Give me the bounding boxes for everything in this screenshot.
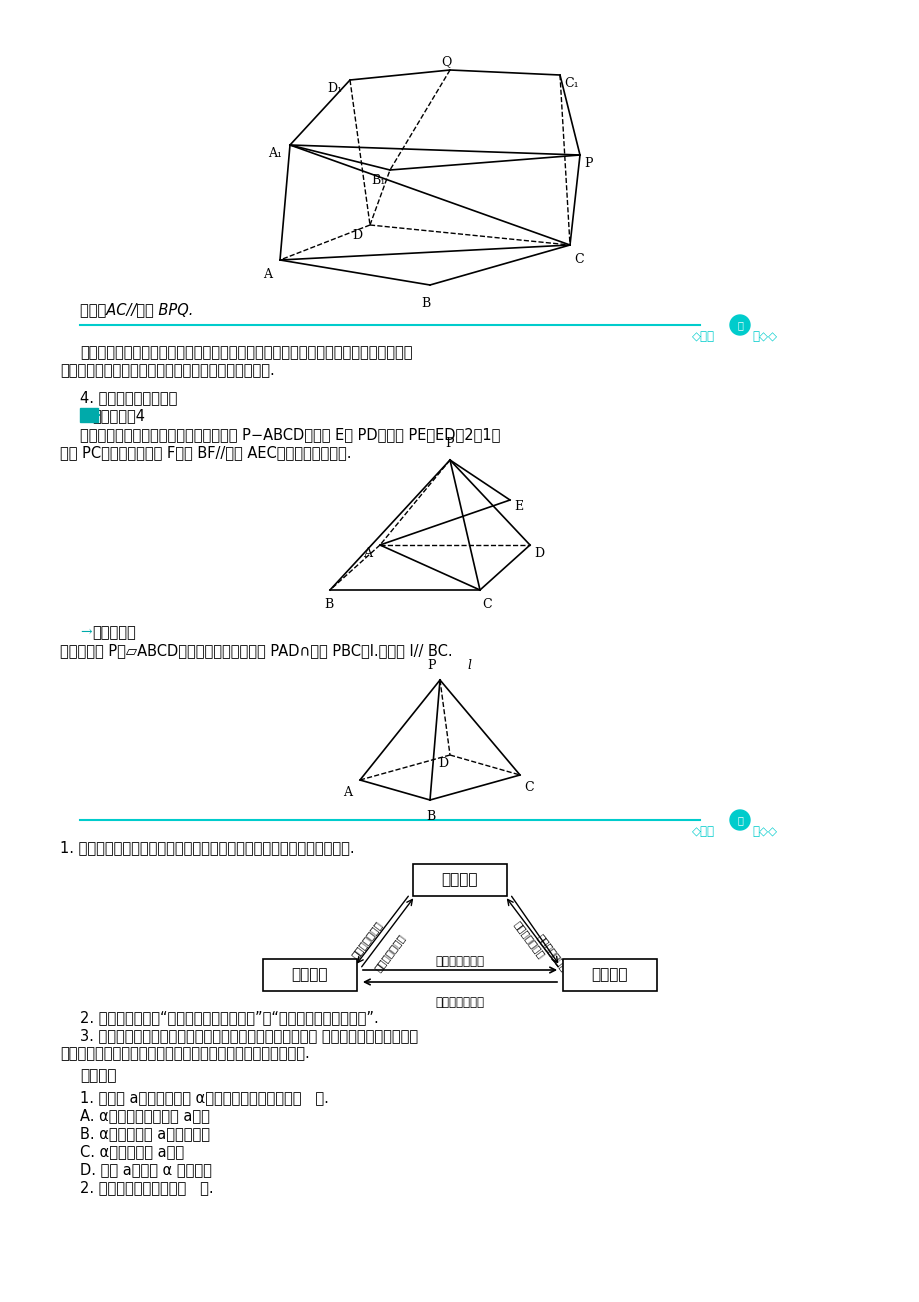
Text: 因为两个平行平面没有公共点，所以当两个平面平行时，其中一个平面内的任何一条直: 因为两个平行平面没有公共点，所以当两个平面平行时，其中一个平面内的任何一条直 [80, 345, 412, 359]
Text: 4. 平行关系的综合应用: 4. 平行关系的综合应用 [80, 391, 177, 405]
Text: 津◇◇: 津◇◇ [751, 825, 777, 838]
Text: B: B [323, 598, 333, 611]
Text: P: P [427, 659, 436, 672]
Text: ◇名师: ◇名师 [691, 329, 714, 342]
Text: ◇名师: ◇名师 [691, 825, 714, 838]
Text: 2. 下列说法中正确的是（   ）.: 2. 下列说法中正确的是（ ）. [80, 1180, 213, 1195]
Text: D: D [437, 756, 448, 769]
Text: 迁移与应用: 迁移与应用 [92, 625, 136, 641]
Text: A₁: A₁ [267, 147, 282, 160]
FancyBboxPatch shape [263, 960, 357, 991]
Text: 如图所示，在底面是平行四边形的四棱锥 P−ABCD中，点 E在 PD上，且 PE：ED＝2：1，: 如图所示，在底面是平行四边形的四棱锥 P−ABCD中，点 E在 PD上，且 PE… [80, 427, 500, 441]
Text: 面面平行的性质: 面面平行的性质 [512, 919, 547, 961]
FancyBboxPatch shape [80, 408, 98, 422]
Circle shape [729, 315, 749, 335]
Text: 求证：AC//平面 BPQ.: 求证：AC//平面 BPQ. [80, 302, 193, 316]
Text: P: P [446, 437, 454, 450]
Text: 1. 熟练掌握空间平行关系中定理的条件与结论，注意它们之间的相互转化.: 1. 熟练掌握空间平行关系中定理的条件与结论，注意它们之间的相互转化. [60, 840, 354, 855]
Text: P: P [584, 158, 592, 171]
Text: C: C [573, 253, 583, 266]
Text: D₁: D₁ [326, 82, 342, 95]
Text: E: E [514, 500, 523, 513]
Text: 线面平行: 线面平行 [291, 967, 328, 983]
Text: 如图，已知 P是▱ABCD所在平面外一点，平面 PAD∩平面 PBC＝l.求证： l// BC.: 如图，已知 P是▱ABCD所在平面外一点，平面 PAD∩平面 PBC＝l.求证：… [60, 643, 452, 658]
Text: D. 直线 a与平面 α 有公共点: D. 直线 a与平面 α 有公共点 [80, 1161, 211, 1177]
Text: B: B [425, 810, 435, 823]
Text: 面面平行的判定: 面面平行的判定 [435, 954, 484, 967]
Text: 1. 若直线 a不平行于平面 α，则下列结论成立的是（   ）.: 1. 若直线 a不平行于平面 α，则下列结论成立的是（ ）. [80, 1090, 328, 1105]
Text: 面面平行的性质: 面面平行的性质 [435, 996, 484, 1009]
Text: 2. 在论证过程中，“已知位置关系，用性质”，“论证位置关系，用判定”.: 2. 在论证过程中，“已知位置关系，用性质”，“论证位置关系，用判定”. [80, 1010, 379, 1025]
Text: 或存在，然后以此为条件进行推理，得出存在的结论或得出矛盾.: 或存在，然后以此为条件进行推理，得出存在的结论或得出矛盾. [60, 1046, 310, 1061]
Text: C₁: C₁ [563, 77, 578, 90]
Text: 导: 导 [736, 815, 743, 825]
Text: B: B [421, 297, 430, 310]
Text: 在棱 PC上是否存在一点 F，使 BF//平面 AEC？并证明你的结论.: 在棱 PC上是否存在一点 F，使 BF//平面 AEC？并证明你的结论. [60, 445, 351, 460]
FancyBboxPatch shape [413, 865, 506, 896]
Text: D: D [351, 229, 361, 242]
Text: Q: Q [440, 55, 450, 68]
Text: →: → [80, 625, 92, 639]
Text: A: A [363, 547, 371, 560]
Text: C: C [482, 598, 491, 611]
Text: B₁: B₁ [371, 174, 386, 187]
Text: D: D [533, 547, 543, 560]
Circle shape [729, 810, 749, 829]
Text: C. α内直线均与 a相交: C. α内直线均与 a相交 [80, 1144, 184, 1159]
FancyBboxPatch shape [562, 960, 656, 991]
Text: 线面平行的判定: 线面平行的判定 [349, 919, 384, 961]
Text: 导: 导 [736, 320, 743, 329]
Text: A: A [343, 786, 352, 799]
Text: B. α内不存在与 a平行的直线: B. α内不存在与 a平行的直线 [80, 1126, 210, 1141]
Text: 3. 本例题是探索型问题，解决这类探索型问题的基本思路是 先假设所研究的对象成立: 3. 本例题是探索型问题，解决这类探索型问题的基本思路是 先假设所研究的对象成立 [80, 1029, 417, 1043]
Text: 面面平行的判定: 面面平行的判定 [535, 932, 570, 974]
Text: A. α内的所有直线均与 a异面: A. α内的所有直线均与 a异面 [80, 1108, 210, 1124]
Text: 津◇◇: 津◇◇ [751, 329, 777, 342]
Text: 活动与探究4: 活动与探究4 [92, 408, 145, 423]
Text: 线线平行: 线线平行 [441, 872, 478, 888]
Text: 当堂检测: 当堂检测 [80, 1068, 117, 1083]
Text: →: → [80, 408, 92, 422]
Text: C: C [524, 781, 533, 794]
Text: l: l [467, 659, 471, 672]
Text: 线面平行的性质: 线面平行的性质 [372, 932, 407, 974]
Text: 线必与另一个平面无公共点，所以可以得线面平行关系.: 线必与另一个平面无公共点，所以可以得线面平行关系. [60, 363, 275, 378]
Text: 面面平行: 面面平行 [591, 967, 628, 983]
Text: A: A [263, 268, 272, 281]
